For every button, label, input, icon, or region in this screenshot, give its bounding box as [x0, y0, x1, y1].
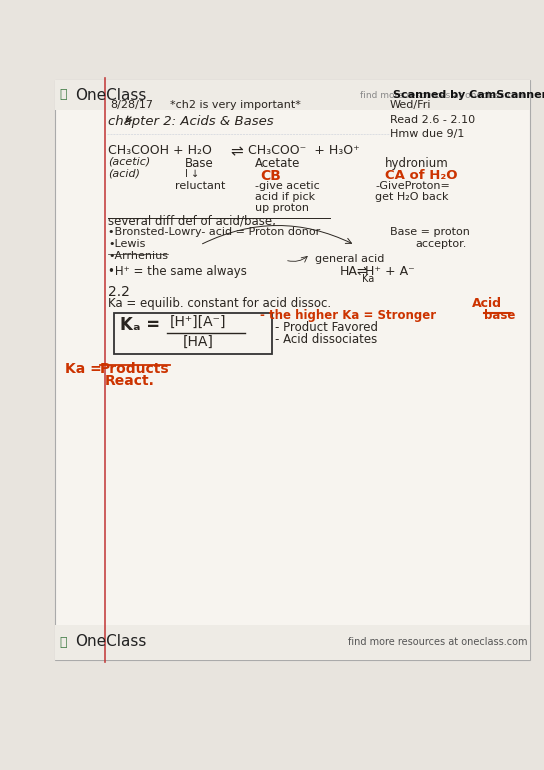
Text: Ka =: Ka = [65, 362, 102, 376]
Text: Acetate: Acetate [255, 157, 300, 170]
Text: several diff def of acid/base,: several diff def of acid/base, [108, 215, 276, 228]
Text: 🌰: 🌰 [59, 89, 66, 102]
Text: HA: HA [340, 265, 358, 278]
Text: Ka: Ka [362, 274, 374, 284]
Text: Wed/Fri: Wed/Fri [390, 100, 431, 110]
Text: -GiveProton=: -GiveProton= [375, 181, 450, 191]
Text: general acid: general acid [315, 254, 385, 264]
FancyBboxPatch shape [55, 80, 530, 660]
Text: OneClass: OneClass [75, 634, 146, 650]
Text: chapter 2: Acids & Bases: chapter 2: Acids & Bases [108, 115, 274, 128]
Text: Kₐ =: Kₐ = [120, 316, 160, 334]
Text: up proton: up proton [255, 203, 309, 213]
Text: •Bronsted-Lowry- acid = Proton donor: •Bronsted-Lowry- acid = Proton donor [108, 227, 320, 237]
Text: •Arrhenius: •Arrhenius [108, 251, 168, 261]
Text: base: base [484, 309, 515, 322]
Text: •H⁺ = the same always: •H⁺ = the same always [108, 265, 247, 278]
Text: [HA]: [HA] [183, 335, 214, 349]
Text: Base: Base [185, 157, 214, 170]
Text: (acetic): (acetic) [108, 157, 150, 167]
Text: React.: React. [105, 374, 155, 388]
Text: reluctant: reluctant [175, 181, 225, 191]
FancyBboxPatch shape [55, 80, 530, 110]
Text: Hmw due 9/1: Hmw due 9/1 [390, 129, 465, 139]
Text: acid if pick: acid if pick [255, 192, 315, 202]
Text: Products: Products [100, 362, 170, 376]
Text: -give acetic: -give acetic [255, 181, 320, 191]
Text: ⇌: ⇌ [230, 144, 243, 159]
Text: 🌰: 🌰 [59, 637, 66, 650]
Text: - the higher Ka = Stronger: - the higher Ka = Stronger [260, 309, 436, 322]
Text: H⁺ + A⁻: H⁺ + A⁻ [365, 265, 415, 278]
Text: *ch2 is very important*: *ch2 is very important* [170, 100, 301, 110]
Text: find more resources at oneclass.com: find more resources at oneclass.com [361, 91, 527, 99]
Text: CB: CB [260, 169, 281, 183]
Text: 2.2: 2.2 [108, 285, 130, 299]
Text: get H₂O back: get H₂O back [375, 192, 448, 202]
Text: ⇌: ⇌ [356, 265, 367, 278]
Text: Acid: Acid [472, 297, 502, 310]
FancyBboxPatch shape [55, 625, 530, 660]
Text: - Acid dissociates: - Acid dissociates [275, 333, 377, 346]
Text: Read 2.6 - 2.10: Read 2.6 - 2.10 [390, 115, 475, 125]
Text: CH₃COO⁻  + H₃O⁺: CH₃COO⁻ + H₃O⁺ [248, 144, 360, 157]
Text: Ka = equilib. constant for acid dissoc.: Ka = equilib. constant for acid dissoc. [108, 297, 331, 310]
Text: - Product Favored: - Product Favored [275, 321, 378, 334]
Text: CA of H₂O: CA of H₂O [385, 169, 458, 182]
Text: Base = proton: Base = proton [390, 227, 470, 237]
Text: OneClass: OneClass [75, 88, 146, 102]
Text: hydronium: hydronium [385, 157, 449, 170]
Text: CH₃COOH + H₂O: CH₃COOH + H₂O [108, 144, 212, 157]
Text: I ↓: I ↓ [185, 169, 199, 179]
Text: find more resources at oneclass.com: find more resources at oneclass.com [348, 637, 527, 647]
Text: •Lewis: •Lewis [108, 239, 145, 249]
Text: [H⁺][A⁻]: [H⁺][A⁻] [170, 315, 226, 329]
Text: 8/28/17: 8/28/17 [110, 100, 153, 110]
Text: Scanned by CamScanner: Scanned by CamScanner [393, 90, 544, 100]
Text: acceptor.: acceptor. [415, 239, 466, 249]
Text: (acid): (acid) [108, 169, 140, 179]
